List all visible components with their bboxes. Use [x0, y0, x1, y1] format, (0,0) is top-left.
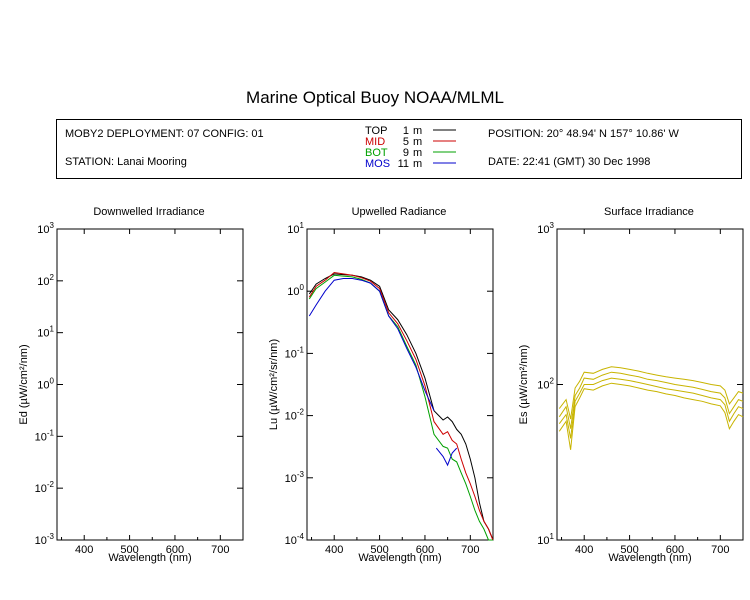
- y-tick-label: 10-4: [285, 532, 305, 547]
- series-line-1: [558, 371, 744, 429]
- y-tick-label: 101: [287, 221, 304, 236]
- series-line-2: [558, 377, 744, 439]
- x-tick-label: 600: [666, 544, 684, 556]
- y-tick-label: 100: [37, 377, 54, 392]
- panel-1: 400 500 600 700 10-4 10-3 10-2 10-1 100 101 Wavele…: [268, 221, 494, 564]
- panel-0: 400 500 600 700 10-3 10-2 10-1 100 101 102 103 Wave…: [18, 221, 244, 564]
- legend-unit: m: [413, 136, 422, 148]
- series-line-mos: [435, 447, 458, 467]
- legend-name: TOP: [365, 125, 387, 137]
- y-tick-label: 10-1: [285, 345, 305, 360]
- y-tick-label: 10-3: [285, 470, 305, 485]
- panel-2: 400 500 600 700 101 102 103 Wavelength (nm) Es (…: [518, 221, 744, 564]
- date-text: DATE: 22:41 (GMT) 30 Dec 1998: [488, 156, 651, 168]
- y-tick-label: 101: [37, 325, 54, 340]
- panel-title-downwelled: Downwelled Irradiance: [93, 206, 205, 218]
- station-text: STATION: Lanai Mooring: [65, 156, 187, 168]
- y-tick-label: 103: [537, 221, 554, 236]
- y-axis-label: Ed (µW/cm²/nm): [18, 344, 30, 424]
- legend-unit: m: [413, 158, 422, 170]
- legend-name: BOT: [365, 147, 388, 159]
- x-axis-label: Wavelength (nm): [608, 552, 691, 564]
- y-tick-label: 103: [37, 221, 54, 236]
- y-tick-label: 102: [37, 273, 54, 288]
- y-tick-label: 10-3: [35, 532, 55, 547]
- y-tick-label: 10-2: [285, 408, 305, 423]
- x-tick-label: 400: [75, 544, 93, 556]
- series-line-0: [558, 366, 744, 420]
- x-tick-label: 700: [711, 544, 729, 556]
- chart-title: Marine Optical Buoy NOAA/MLML: [246, 88, 504, 107]
- series-line-top: [308, 273, 494, 541]
- panel-title-upwelled: Upwelled Radiance: [351, 206, 447, 218]
- series-line-3: [558, 382, 744, 450]
- x-tick-label: 700: [211, 544, 229, 556]
- legend-depth: 5: [403, 136, 409, 148]
- panel-title-surface: Surface Irradiance: [604, 206, 694, 218]
- y-axis-label: Lu (µW/cm²/sr/nm): [268, 339, 280, 430]
- y-tick-label: 10-2: [35, 480, 55, 495]
- legend-depth: 1: [403, 125, 409, 137]
- legend-depth: 11: [398, 158, 409, 170]
- series-line-mos: [308, 278, 435, 411]
- y-tick-label: 10-1: [35, 428, 55, 443]
- legend-unit: m: [413, 125, 422, 137]
- legend-name: MOS: [365, 158, 390, 170]
- y-axis-label: Es (µW/cm²/nm): [518, 345, 530, 425]
- legend-depth: 9: [403, 147, 409, 159]
- info-box: [56, 119, 742, 179]
- y-tick-label: 101: [537, 532, 554, 547]
- x-axis-label: Wavelength (nm): [358, 552, 441, 564]
- x-tick-label: 600: [166, 544, 184, 556]
- x-tick-label: 500: [370, 544, 388, 556]
- x-tick-label: 400: [325, 544, 343, 556]
- series-line-mid: [308, 271, 494, 541]
- x-tick-label: 500: [120, 544, 138, 556]
- plot-frame: [306, 228, 494, 541]
- legend-name: MID: [365, 136, 385, 148]
- plot-frame: [56, 228, 244, 541]
- x-tick-label: 400: [575, 544, 593, 556]
- x-tick-label: 700: [461, 544, 479, 556]
- y-tick-label: 102: [537, 377, 554, 392]
- x-axis-label: Wavelength (nm): [108, 552, 191, 564]
- deployment-text: MOBY2 DEPLOYMENT: 07 CONFIG: 01: [65, 128, 264, 140]
- y-tick-label: 100: [287, 283, 304, 298]
- position-text: POSITION: 20° 48.94' N 157° 10.86' W: [488, 128, 679, 140]
- x-tick-label: 600: [416, 544, 434, 556]
- x-tick-label: 500: [620, 544, 638, 556]
- legend-unit: m: [413, 147, 422, 159]
- series-line-bot: [308, 274, 493, 541]
